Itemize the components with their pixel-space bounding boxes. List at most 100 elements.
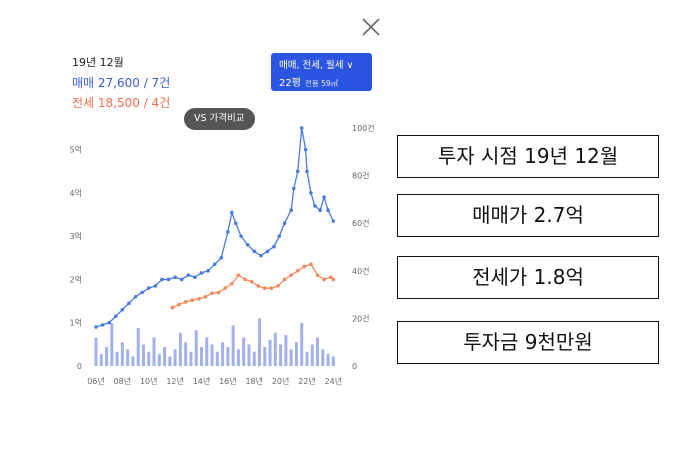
- y-right-tick-label: 40건: [352, 266, 370, 276]
- sale-price-point: [265, 249, 270, 254]
- vs-compare-button[interactable]: VS 가격비교: [184, 108, 255, 130]
- count-bar: [136, 327, 140, 366]
- pyeong-label: 22평: [279, 78, 301, 89]
- count-bar: [189, 351, 193, 366]
- sale-price-point: [245, 243, 250, 247]
- y-left-tick-label: 0: [77, 362, 82, 371]
- jeonse-price-point: [197, 297, 201, 301]
- x-tick-label: 10년: [140, 376, 158, 386]
- y-right-tick-label: 80건: [352, 171, 370, 181]
- count-bar: [131, 356, 135, 366]
- sale-price-point: [259, 253, 263, 258]
- sale-price-point: [322, 195, 326, 200]
- count-bar: [173, 349, 177, 366]
- jeonse-price-point: [256, 284, 260, 288]
- jeonse-price-point: [328, 275, 333, 280]
- jeonse-price-point: [322, 277, 326, 282]
- jeonse-price-point: [183, 300, 188, 304]
- jeonse-price-point: [210, 291, 214, 296]
- sale-price-point: [226, 230, 230, 234]
- sale-price-point: [282, 221, 287, 225]
- sale-price-point: [233, 221, 238, 225]
- sale-price-point: [94, 325, 98, 329]
- sale-price-point: [166, 277, 171, 282]
- sale-price-point: [160, 277, 164, 282]
- count-bar: [126, 349, 130, 366]
- transaction-type-selector[interactable]: 매매, 전세, 월세 ∨ 22평 전용 59㎡: [271, 53, 372, 91]
- sale-price-point: [113, 314, 118, 319]
- sale-price-label: 매매 27,600 / 7건: [72, 76, 171, 90]
- sale-price-point: [193, 275, 197, 280]
- sale-price-point: [140, 290, 144, 295]
- count-bar: [258, 318, 262, 366]
- sale-price-point: [299, 126, 304, 130]
- annotation-jeonse-price: 전세가 1.8억: [397, 256, 659, 299]
- sale-price-point: [107, 320, 111, 325]
- y-right-tick-label: 20건: [352, 313, 370, 323]
- x-tick-label: 24년: [325, 376, 343, 386]
- y-right-tick-label: 100건: [352, 123, 375, 133]
- y-left-tick-label: 2억: [70, 274, 82, 284]
- area-label: 전용 59㎡: [304, 79, 339, 88]
- y-left-tick-label: 3억: [70, 231, 82, 241]
- annotation-sale-price: 매매가 2.7억: [397, 194, 659, 237]
- jeonse-price-point: [203, 294, 208, 299]
- x-tick-label: 06년: [87, 376, 105, 386]
- jeonse-price-point: [302, 264, 307, 269]
- annotation-invest-time: 투자 시점 19년 12월: [397, 135, 659, 178]
- sale-price-point: [303, 147, 308, 152]
- sale-price-point: [309, 191, 313, 195]
- sale-price-point: [133, 294, 138, 299]
- price-panel: 19년 12월 매매 27,600 / 7건 전세 18,500 / 4건 매매…: [60, 44, 380, 394]
- count-bar: [284, 335, 288, 366]
- count-bar: [120, 342, 124, 366]
- x-tick-label: 08년: [114, 376, 132, 386]
- count-bar: [110, 323, 114, 366]
- sale-price-point: [252, 249, 257, 254]
- count-bar: [279, 344, 283, 366]
- count-bar: [268, 339, 272, 366]
- y-right-tick-label: 0: [352, 362, 357, 371]
- sale-price-point: [206, 269, 210, 273]
- sale-price-point: [179, 277, 184, 282]
- count-bar: [294, 342, 298, 366]
- sale-price-point: [153, 284, 158, 288]
- jeonse-price-label: 전세 18,500 / 4건: [72, 96, 171, 110]
- count-bar: [273, 332, 277, 366]
- jeonse-price-point: [230, 281, 234, 286]
- count-bar: [226, 346, 230, 366]
- count-bar: [221, 342, 225, 366]
- x-tick-label: 16년: [219, 376, 237, 386]
- count-bar: [184, 342, 188, 366]
- sale-price-point: [326, 208, 330, 213]
- jeonse-price-point: [249, 279, 254, 284]
- count-bar: [242, 337, 246, 366]
- close-icon[interactable]: [359, 15, 383, 39]
- jeonse-price-point: [315, 273, 320, 277]
- sale-price-point: [289, 208, 293, 213]
- jeonse-price-point: [295, 269, 300, 273]
- count-bar: [141, 344, 145, 366]
- jeonse-price-point: [236, 273, 241, 277]
- jeonse-price-point: [223, 286, 228, 290]
- count-bar: [289, 349, 293, 366]
- sale-price-point: [295, 169, 300, 174]
- transaction-types: 매매, 전세, 월세 ∨: [279, 60, 354, 71]
- jeonse-price-point: [262, 286, 267, 290]
- count-bar: [231, 325, 235, 366]
- jeonse-price-point: [282, 277, 287, 282]
- price-chart: 0 1억 2억 3억 4억 5억 0 20건 40건 60건 80건 100건 06년 08년 10년 12년…: [70, 123, 375, 386]
- count-bar: [247, 344, 251, 366]
- count-bar: [215, 351, 219, 366]
- annotation-investment: 투자금 9천만원: [397, 321, 659, 364]
- sale-price-point: [127, 301, 131, 306]
- x-tick-label: 18년: [245, 376, 263, 386]
- sale-price-point: [305, 169, 309, 174]
- sale-price-point: [313, 204, 317, 208]
- count-bar: [316, 337, 320, 366]
- x-tick-label: 22년: [298, 376, 316, 386]
- sale-price-point: [292, 186, 296, 191]
- period-label: 19년 12월: [72, 56, 124, 69]
- jeonse-price-point: [331, 277, 336, 282]
- count-bar: [178, 332, 182, 366]
